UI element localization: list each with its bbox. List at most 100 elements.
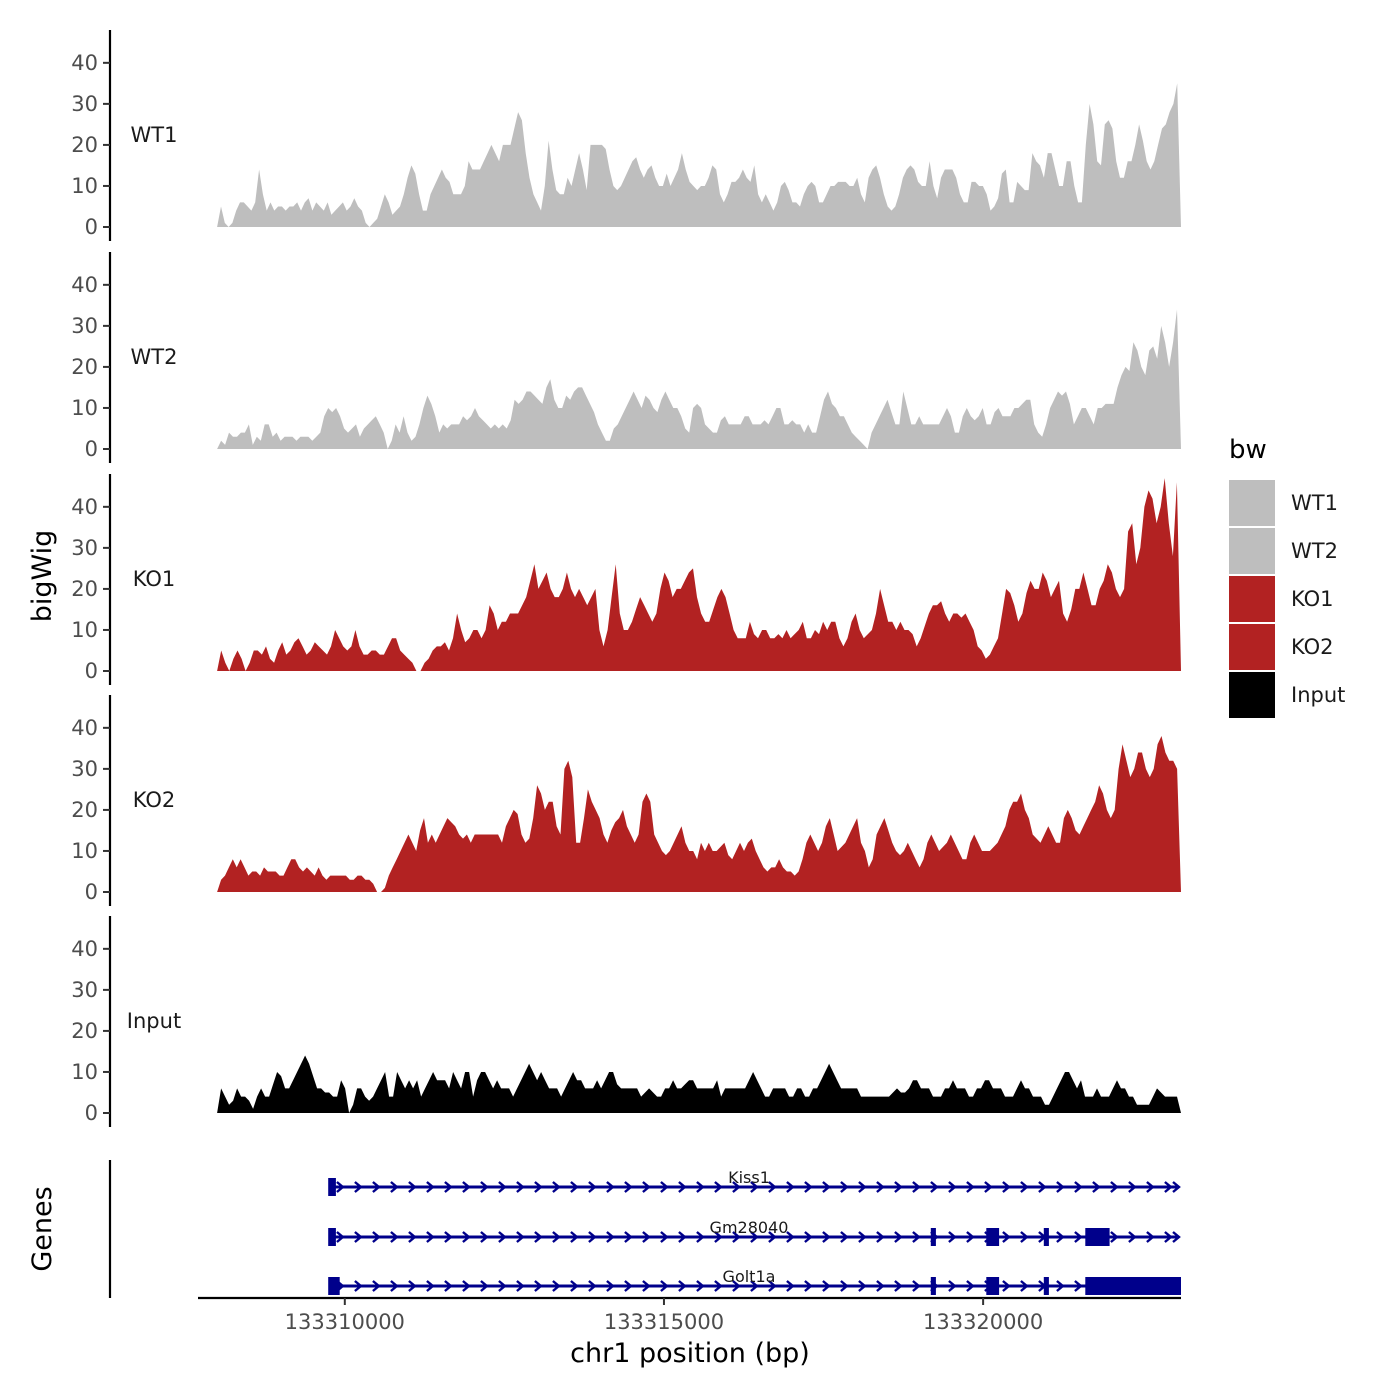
strand-arrow: [804, 1231, 813, 1243]
strand-arrow: [714, 1280, 723, 1292]
track-label: KO2: [133, 788, 176, 812]
strand-arrow: [390, 1231, 399, 1243]
exon: [930, 1277, 936, 1295]
strand-arrow: [444, 1280, 453, 1292]
strand-arrow: [552, 1280, 561, 1292]
strand-arrow: [1002, 1181, 1011, 1193]
strand-arrow: [1020, 1181, 1029, 1193]
strand-arrow: [786, 1181, 795, 1193]
x-tick-label: 133310000: [285, 1310, 405, 1334]
y-tick-label: 10: [71, 1060, 98, 1084]
strand-arrow: [372, 1280, 381, 1292]
y-tick-label: 20: [71, 798, 98, 822]
strand-arrow: [876, 1181, 885, 1193]
y-tick-label: 40: [71, 937, 98, 961]
strand-arrow: [390, 1280, 399, 1292]
strand-arrow: [822, 1231, 831, 1243]
strand-arrow: [1074, 1231, 1083, 1243]
strand-arrow: [840, 1280, 849, 1292]
gene-label: Gm28040: [710, 1218, 789, 1237]
strand-arrow: [966, 1231, 975, 1243]
strand-arrow: [1164, 1181, 1173, 1193]
strand-arrow: [858, 1181, 867, 1193]
strand-arrow: [678, 1181, 687, 1193]
strand-arrow: [1074, 1280, 1083, 1292]
strand-arrow: [1056, 1280, 1065, 1292]
gene-golt1a: Golt1a: [328, 1267, 1181, 1295]
strand-arrow: [480, 1181, 489, 1193]
strand-arrow: [894, 1181, 903, 1193]
strand-arrow: [930, 1181, 939, 1193]
exon: [930, 1228, 936, 1246]
genes-axis-title: Genes: [27, 1186, 58, 1271]
strand-arrow: [768, 1231, 777, 1243]
strand-arrow: [804, 1181, 813, 1193]
y-tick-label: 0: [85, 659, 98, 683]
exon: [1085, 1228, 1110, 1246]
strand-arrow: [660, 1181, 669, 1193]
strand-arrow: [408, 1181, 417, 1193]
signal-tracks: 0 10 20 30 40 WT1 0 10 20 30 40 WT2 0 10 20 30 40 KO1 0 10 2…: [71, 30, 1182, 1127]
legend-label: KO2: [1291, 635, 1334, 659]
strand-arrow: [948, 1280, 957, 1292]
strand-arrow: [516, 1280, 525, 1292]
y-tick-label: 10: [71, 839, 98, 863]
strand-arrow: [1056, 1181, 1065, 1193]
strand-arrow: [912, 1231, 921, 1243]
exon: [1043, 1228, 1049, 1246]
track-label: KO1: [133, 567, 176, 591]
strand-arrow: [444, 1181, 453, 1193]
strand-arrow: [498, 1280, 507, 1292]
strand-arrow: [624, 1181, 633, 1193]
strand-arrow: [1038, 1181, 1047, 1193]
strand-arrow: [480, 1231, 489, 1243]
strand-arrow: [1128, 1181, 1137, 1193]
exon: [1085, 1277, 1181, 1295]
strand-arrow: [534, 1280, 543, 1292]
strand-arrow: [750, 1280, 759, 1292]
strand-arrow: [426, 1181, 435, 1193]
legend-key-input: [1229, 672, 1275, 718]
y-tick-label: 30: [71, 757, 98, 781]
strand-arrow: [642, 1280, 651, 1292]
y-tick-label: 10: [71, 618, 98, 642]
strand-arrow: [786, 1280, 795, 1292]
strand-arrow: [354, 1280, 363, 1292]
strand-arrow: [804, 1280, 813, 1292]
y-tick-label: 40: [71, 495, 98, 519]
y-tick-label: 20: [71, 355, 98, 379]
strand-arrow: [516, 1181, 525, 1193]
y-tick-label: 20: [71, 1019, 98, 1043]
strand-arrow: [948, 1231, 957, 1243]
signal-area-wt2: [217, 309, 1182, 449]
y-tick-label: 40: [71, 273, 98, 297]
strand-arrow-end: [1172, 1181, 1181, 1193]
y-tick-label: 40: [71, 51, 98, 75]
strand-arrow: [552, 1181, 561, 1193]
exon: [328, 1228, 336, 1246]
strand-arrow: [840, 1231, 849, 1243]
exon: [328, 1277, 340, 1295]
strand-arrow: [462, 1181, 471, 1193]
strand-arrow: [1002, 1231, 1011, 1243]
strand-arrow: [624, 1280, 633, 1292]
signal-area-ko2: [217, 736, 1182, 892]
strand-arrow: [624, 1231, 633, 1243]
y-tick-label: 30: [71, 978, 98, 1002]
track-label: Input: [127, 1009, 181, 1033]
strand-arrow: [588, 1181, 597, 1193]
gene-gm28040: Gm28040: [328, 1218, 1181, 1246]
y-tick-label: 0: [85, 215, 98, 239]
strand-arrow: [642, 1181, 651, 1193]
strand-arrow: [642, 1231, 651, 1243]
gene-track: Kiss1 Gm28040 Golt1a: [108, 1160, 1181, 1298]
strand-arrow: [1110, 1231, 1119, 1243]
strand-arrow: [462, 1280, 471, 1292]
strand-arrow: [462, 1231, 471, 1243]
strand-arrow: [570, 1231, 579, 1243]
legend-label: WT2: [1291, 539, 1338, 563]
strand-arrow: [750, 1231, 759, 1243]
strand-arrow: [588, 1231, 597, 1243]
x-tick-label: 133320000: [923, 1310, 1043, 1334]
